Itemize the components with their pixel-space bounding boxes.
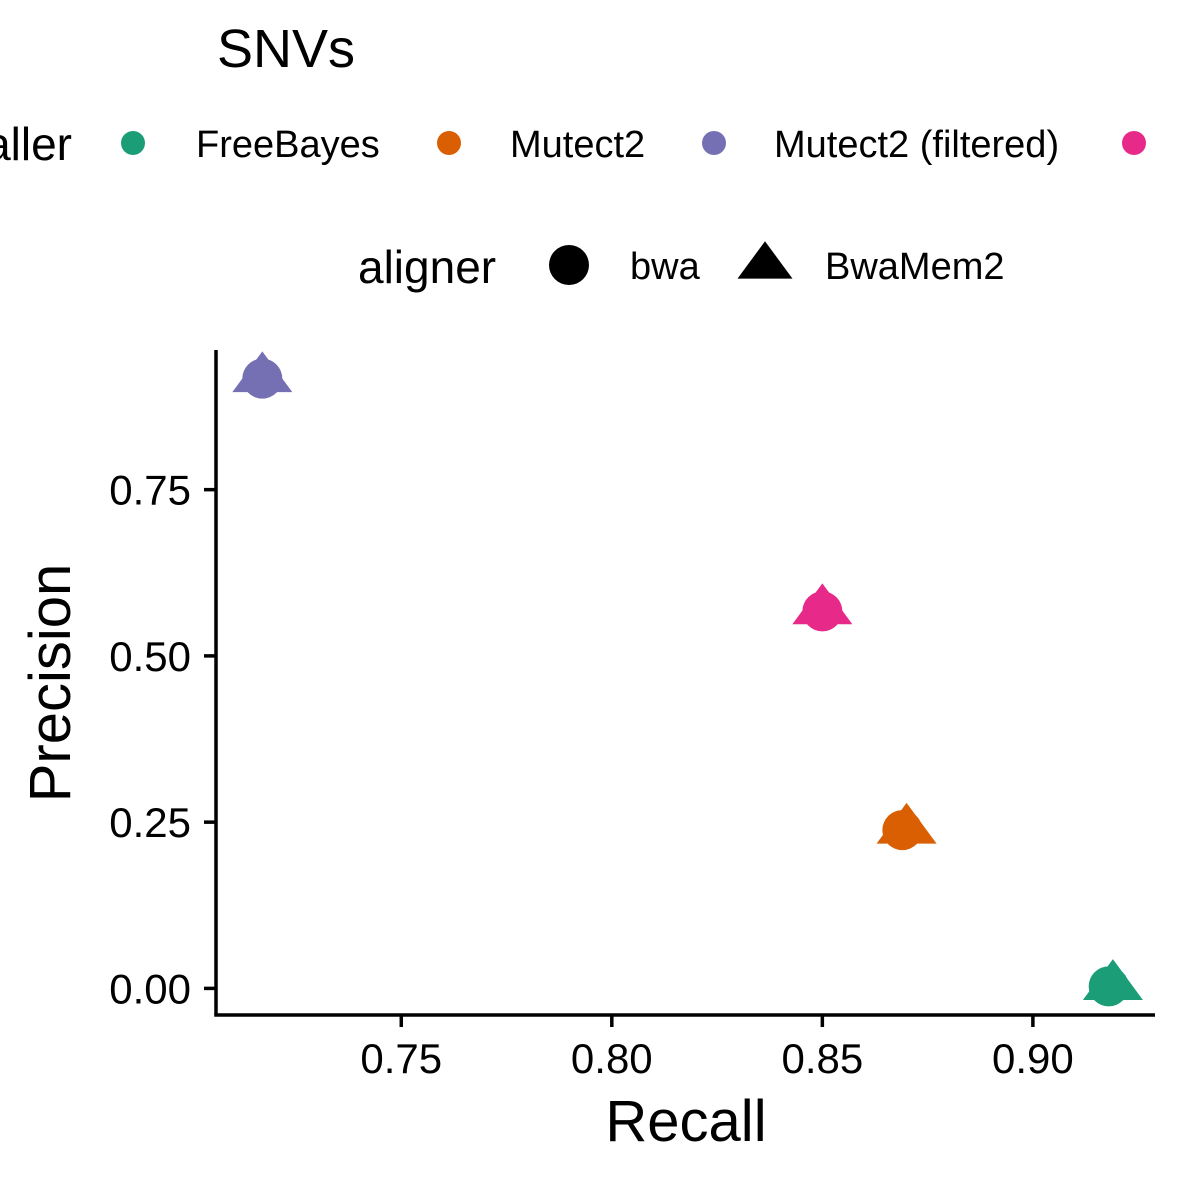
legend-label: bwa bbox=[630, 246, 701, 288]
legend-key-dot bbox=[437, 131, 461, 155]
x-axis-title: Recall bbox=[605, 1089, 766, 1154]
chart-title: SNVs bbox=[217, 19, 355, 79]
x-tick-label: 0.90 bbox=[992, 1035, 1074, 1082]
point-bwa bbox=[1088, 966, 1129, 1007]
point-bwa bbox=[242, 358, 283, 399]
legend-label: Mutect2 bbox=[510, 124, 645, 166]
y-tick-label: 0.50 bbox=[109, 633, 191, 680]
legend-label: FreeBayes bbox=[196, 124, 380, 166]
legend-key-dot bbox=[702, 131, 726, 155]
color-legend-items: FreeBayes Mutect2 Mutect2 (filtered) bbox=[121, 124, 1146, 166]
point-bwa bbox=[882, 810, 923, 851]
y-axis-title: Precision bbox=[18, 564, 83, 803]
x-tick-label: 0.85 bbox=[781, 1035, 863, 1082]
legend-key-dot bbox=[121, 131, 145, 155]
legend-key-dot bbox=[1122, 131, 1146, 155]
y-tick-label: 0.25 bbox=[109, 799, 191, 846]
legend-key-triangle bbox=[737, 241, 793, 279]
y-axis-ticks: 0.00 0.25 0.50 0.75 bbox=[109, 467, 216, 1012]
color-legend: aller FreeBayes Mutect2 Mutect2 (filtered) bbox=[0, 118, 1146, 170]
shape-legend-title: aligner bbox=[358, 241, 496, 293]
legend-label: BwaMem2 bbox=[825, 246, 1005, 288]
color-legend-title: aller bbox=[0, 118, 72, 170]
legend-label: Mutect2 (filtered) bbox=[774, 124, 1059, 166]
data-points bbox=[232, 351, 1143, 1007]
shape-legend: aligner bwa BwaMem2 bbox=[358, 241, 1005, 293]
shape-legend-items: bwa BwaMem2 bbox=[549, 241, 1005, 288]
x-tick-label: 0.75 bbox=[360, 1035, 442, 1082]
point-bwa bbox=[802, 591, 843, 632]
y-tick-label: 0.75 bbox=[109, 467, 191, 514]
legend-key-circle bbox=[549, 245, 589, 285]
plot-area: 0.75 0.80 0.85 0.90 0.00 0.25 0.50 0.75 bbox=[109, 350, 1155, 1082]
y-tick-label: 0.00 bbox=[109, 965, 191, 1012]
x-tick-label: 0.80 bbox=[571, 1035, 653, 1082]
x-axis-ticks: 0.75 0.80 0.85 0.90 bbox=[360, 1015, 1074, 1082]
